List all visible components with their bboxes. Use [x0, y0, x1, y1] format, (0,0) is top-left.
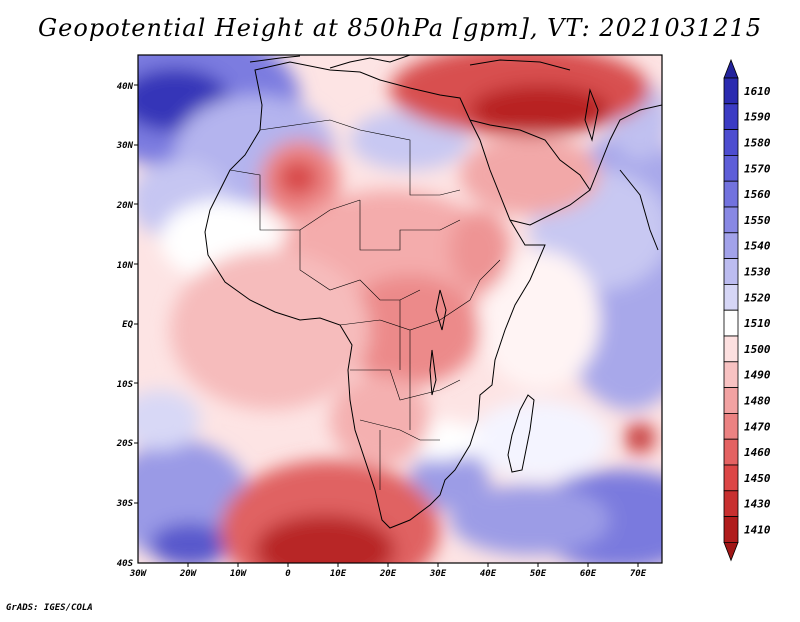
lat-label: 40S [117, 559, 134, 569]
lake-victoria [435, 289, 447, 331]
colorbar-swatch [723, 387, 739, 414]
iberia-coastline [249, 55, 301, 63]
colorbar-swatch [723, 335, 739, 363]
colorbar-swatch [723, 438, 739, 466]
coastlines [204, 55, 662, 529]
colorbar-label: 1560 [744, 188, 771, 201]
india-coastline [619, 169, 659, 251]
colorbar-label: 1410 [744, 524, 771, 537]
colorbar-label: 1500 [744, 343, 771, 356]
map-title: Geopotential Height at 850hPa [gpm], VT:… [38, 14, 762, 42]
colorbar-label: 1450 [744, 472, 771, 485]
madagascar-coastline [507, 394, 535, 473]
lon-label: 20E [379, 569, 397, 579]
border-sahel-east [359, 200, 461, 251]
lat-ticks [134, 84, 138, 504]
colorbar-label: 1550 [744, 214, 771, 227]
colorbar-swatch [723, 516, 739, 543]
colorbar-swatch [723, 490, 739, 517]
colorbar-arrow-bottom [723, 542, 739, 562]
europe-coastline [329, 55, 411, 69]
colorbar-swatch [723, 77, 739, 105]
border-north [259, 119, 461, 196]
colorbar-label: 1430 [744, 498, 771, 511]
colorbar-arrow-top [723, 58, 739, 79]
height-field [138, 55, 662, 563]
lon-label: 0 [285, 569, 291, 579]
colorbar-swatch [723, 154, 739, 182]
colorbar-label: 1470 [744, 420, 771, 433]
africa-coastline [204, 61, 546, 529]
border-southern [359, 419, 440, 441]
colorbar-swatch [723, 412, 739, 440]
colorbar-label: 1590 [744, 111, 771, 124]
lat-label: 30N [116, 141, 134, 151]
lon-label: 10W [230, 569, 248, 579]
border-south-central [350, 369, 461, 401]
lon-label: 50E [530, 569, 547, 579]
colorbar-label: 1580 [744, 137, 771, 150]
lat-label: 30S [116, 499, 134, 509]
border-verticals [379, 300, 411, 490]
colorbar-label: 1510 [744, 317, 771, 330]
colorbar: 1610 1590 1580 1570 1560 1550 1540 1530 1520 1510… [723, 58, 771, 562]
lon-label: 30W [129, 569, 148, 579]
colorbar-swatch [723, 180, 739, 208]
colorbar-swatch [723, 103, 739, 131]
colorbar-swatch [723, 258, 739, 285]
lat-label: 10N [117, 261, 134, 271]
caspian-coastline [584, 88, 599, 142]
map-frame [137, 54, 663, 564]
lat-label: 20S [116, 439, 134, 449]
colorbar-label: 1460 [744, 446, 771, 459]
lat-label: EQ [122, 320, 133, 330]
grads-credit: GrADS: IGES/COLA [6, 603, 93, 613]
colorbar-swatch [723, 129, 739, 156]
lon-ticks [187, 563, 639, 567]
colorbar-label: 1540 [744, 240, 771, 253]
border-equatorial [339, 259, 501, 331]
lon-label: 30E [429, 569, 447, 579]
lon-label: 40E [480, 569, 497, 579]
lon-label: 70E [630, 569, 647, 579]
lon-label: 10E [330, 569, 347, 579]
country-borders [229, 119, 501, 490]
colorbar-label: 1520 [744, 291, 771, 304]
colorbar-label: 1490 [744, 369, 771, 382]
colorbar-swatch [723, 206, 739, 234]
colorbar-label: 1480 [744, 395, 771, 408]
colorbar-swatch [723, 232, 739, 260]
latitude-axis: 40N 30N 20N 10N EQ 10S 20S 30S 40S [116, 82, 134, 569]
lat-label: 10S [117, 380, 134, 390]
colorbar-swatch [723, 464, 739, 492]
lat-label: 20N [116, 201, 134, 211]
colorbar-label: 1610 [744, 85, 771, 98]
lon-label: 60E [580, 569, 597, 579]
colorbar-swatch [723, 309, 739, 337]
colorbar-swatch [723, 361, 739, 388]
lon-label: 20W [179, 569, 198, 579]
arabia-coastline [469, 119, 591, 226]
longitude-axis: 30W 20W 10W 0 10E 20E 30E 40E 50E 60E 70… [129, 569, 647, 579]
colorbar-label: 1570 [744, 162, 771, 175]
persia-coastline [589, 104, 662, 191]
black-sea-coastline [469, 59, 571, 71]
lat-label: 40N [117, 82, 134, 92]
lake-malawi [429, 349, 437, 396]
colorbar-swatch [723, 283, 739, 311]
border-sahel-west [229, 169, 361, 231]
colorbar-label: 1530 [744, 266, 771, 279]
